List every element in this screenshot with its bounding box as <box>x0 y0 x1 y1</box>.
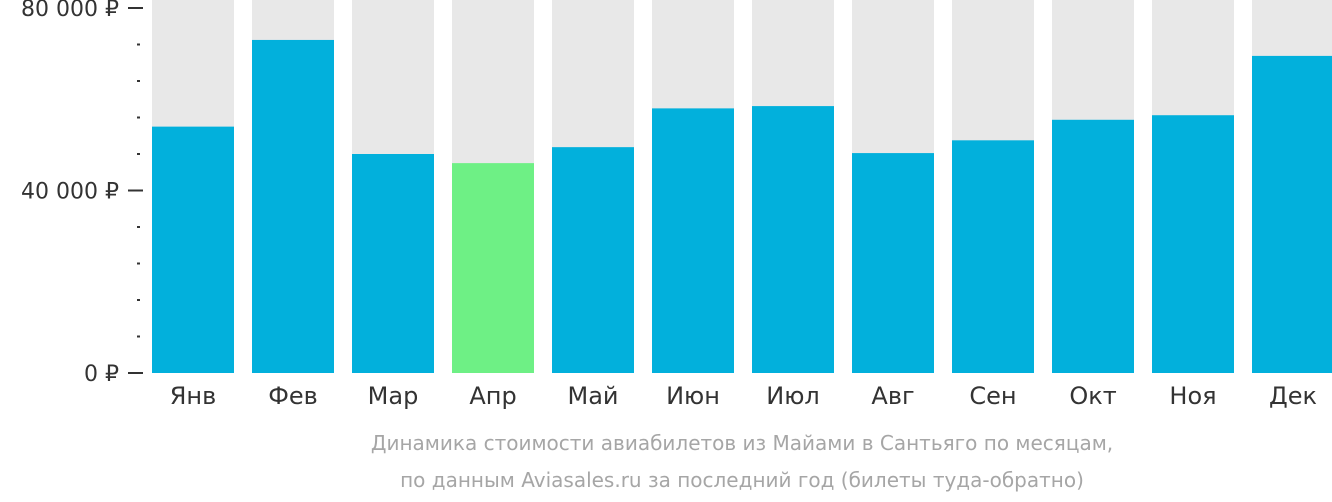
chart-caption-line-2: по данным Aviasales.ru за последний год … <box>400 468 1084 492</box>
x-tick-label: Ноя <box>1169 382 1216 410</box>
x-tick-label: Июн <box>666 382 720 410</box>
bar <box>752 106 834 373</box>
chart-caption-line-1: Динамика стоимости авиабилетов из Майами… <box>370 431 1114 455</box>
price-bar-chart: Янв Фев Мар Апр Май Июн Июл Авг Сен Окт Ноя Дек 0 ₽ 4… <box>21 0 1332 410</box>
x-tick-label: Апр <box>469 382 516 410</box>
x-tick-label: Июл <box>766 382 820 410</box>
bar <box>652 108 734 373</box>
bar-highlighted <box>452 163 534 373</box>
y-tick-label: 0 ₽ <box>84 362 119 387</box>
x-tick-label: Дек <box>1269 382 1317 410</box>
bar <box>952 140 1034 373</box>
x-tick-label: Мар <box>368 382 419 410</box>
x-tick-label: Авг <box>871 382 914 410</box>
bar <box>1052 119 1134 373</box>
bar <box>1152 115 1234 373</box>
x-tick-label: Фев <box>268 382 318 410</box>
x-tick-label: Окт <box>1069 382 1116 410</box>
bar <box>352 154 434 373</box>
y-tick-label: 80 000 ₽ <box>21 0 119 22</box>
y-tick-label: 40 000 ₽ <box>21 180 119 205</box>
bar <box>1252 55 1332 373</box>
x-tick-label: Сен <box>969 382 1016 410</box>
x-tick-label: Май <box>567 382 618 410</box>
bar <box>252 39 334 373</box>
bar <box>852 153 934 373</box>
bar <box>552 147 634 373</box>
x-tick-label: Янв <box>170 382 217 410</box>
bar <box>152 126 234 373</box>
